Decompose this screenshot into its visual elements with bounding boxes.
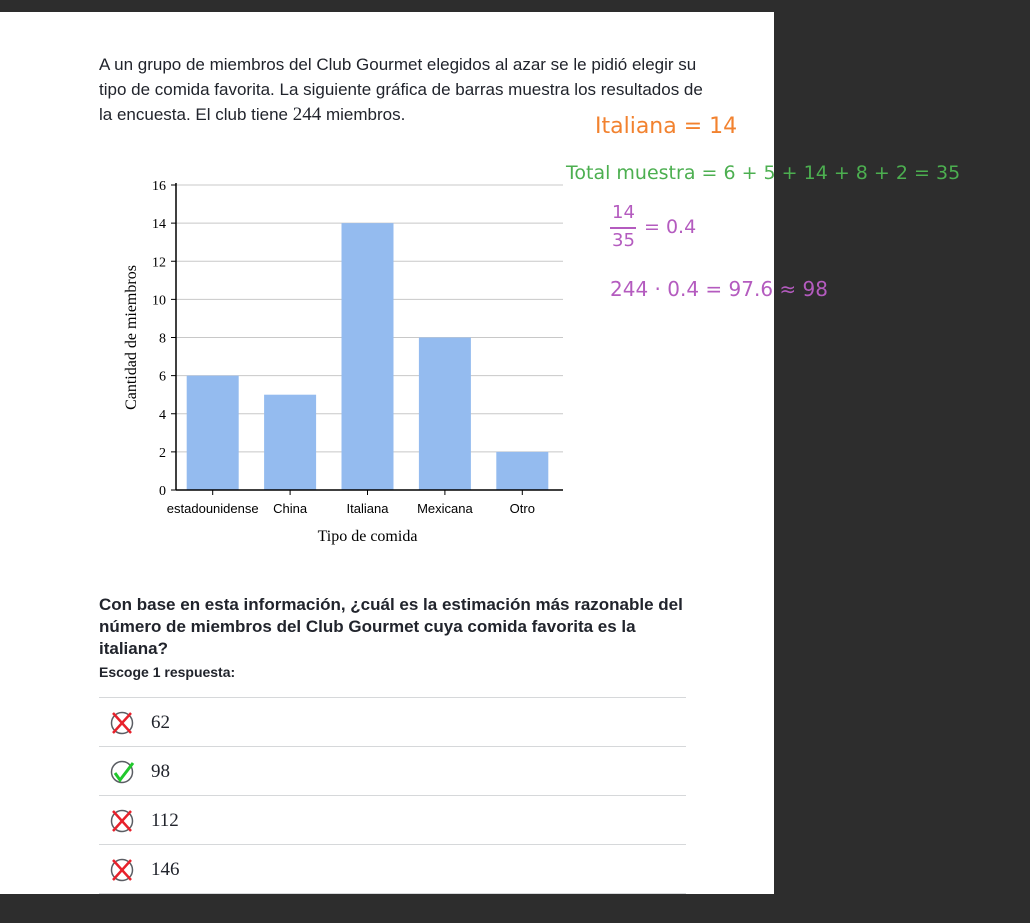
bar-estadounidense — [186, 375, 239, 490]
y-tick-label: 6 — [159, 370, 166, 385]
y-tick-label: 0 — [159, 484, 166, 499]
exercise-card: A un grupo de miembros del Club Gourmet … — [0, 12, 774, 894]
answer-choices: 62 98 112 146 — [99, 697, 686, 894]
x-tick-label: estadounidense — [167, 501, 259, 516]
y-tick-label: 8 — [159, 332, 166, 347]
y-tick-label: 2 — [159, 446, 166, 461]
x-tick-label: Mexicana — [417, 501, 473, 516]
intro-text: A un grupo de miembros del Club Gourmet … — [99, 55, 703, 124]
answer-choice-label: 62 — [151, 712, 170, 733]
answer-choice-4[interactable]: 146 — [99, 844, 686, 894]
y-tick-label: 4 — [159, 408, 166, 423]
y-tick-label: 12 — [152, 255, 166, 270]
y-axis-label: Cantidad de miembros — [123, 265, 140, 410]
y-tick-label: 16 — [152, 179, 166, 194]
x-mark-icon — [110, 809, 134, 833]
bar-otro — [496, 451, 549, 490]
answer-choice-label: 112 — [151, 810, 179, 831]
note-italiana: Italiana = 14 — [595, 114, 738, 139]
x-mark-icon — [110, 858, 134, 882]
answer-choice-label: 146 — [151, 859, 180, 880]
member-count: 244 — [292, 104, 322, 125]
question-text: Con base en esta información, ¿cuál es l… — [99, 595, 683, 658]
handwritten-annotations: Italiana = 14 Total muestra = 6 + 5 + 14… — [560, 110, 1030, 310]
answer-choice-2[interactable]: 98 — [99, 746, 686, 795]
x-tick-label: China — [273, 501, 308, 516]
answer-choice-3[interactable]: 112 — [99, 795, 686, 844]
bar-mexicana — [418, 337, 471, 490]
intro-text-end: miembros. — [321, 105, 406, 124]
note-fraction-bar — [610, 227, 636, 229]
x-mark-icon — [110, 711, 134, 735]
note-total-muestra: Total muestra = 6 + 5 + 14 + 8 + 2 = 35 — [566, 162, 961, 184]
bar-china — [264, 394, 317, 490]
answer-choice-label: 98 — [151, 761, 170, 782]
x-tick-label: Otro — [510, 501, 535, 516]
note-fraction-result: = 0.4 — [644, 216, 697, 238]
answer-instruction: Escoge 1 respuesta: — [99, 664, 236, 680]
y-tick-label: 10 — [152, 293, 166, 308]
note-fraction-denominator: 35 — [612, 230, 635, 251]
bar-italiana — [341, 223, 394, 490]
check-mark-icon — [110, 760, 135, 784]
x-axis-label: Tipo de comida — [318, 528, 418, 545]
x-tick-label: Italiana — [347, 501, 390, 516]
answer-choice-1[interactable]: 62 — [99, 697, 686, 746]
note-fraction-numerator: 14 — [612, 202, 635, 223]
y-tick-label: 14 — [152, 217, 166, 232]
bar-chart: 0 2 4 6 8 10 12 14 16 estadounidense China Italiana… — [123, 179, 563, 545]
problem-statement: A un grupo de miembros del Club Gourmet … — [99, 52, 709, 127]
note-estimate: 244 · 0.4 = 97.6 ≈ 98 — [610, 277, 828, 301]
